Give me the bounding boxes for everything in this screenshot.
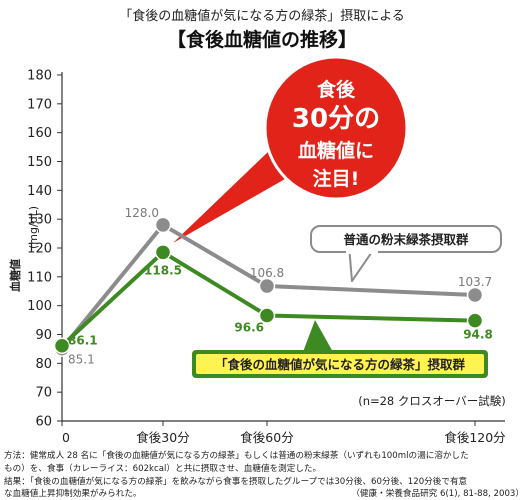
data-label-green: 118.5	[144, 263, 182, 277]
y-tick-label: 180	[27, 69, 52, 84]
data-point-green	[466, 312, 484, 329]
y-tick-label: 70	[35, 386, 52, 401]
callout: 食後 30分の 血糖値に 注目!	[173, 55, 409, 243]
y-tick-label: 170	[27, 97, 52, 112]
legend-gray-box	[310, 225, 502, 253]
callout-line-2: 30分の	[292, 104, 380, 134]
footnote-source: （健康・栄養食品研究 6(1), 81-88, 2003）	[351, 487, 524, 499]
study-annotation: (n=28 クロスオーバー試験)	[358, 394, 506, 408]
footnote-line-4: な血糖値上昇抑制効果がみられた。	[4, 487, 142, 499]
y-axis-label: 血糖値	[8, 259, 22, 292]
data-point-gray	[258, 277, 276, 295]
y-tick-label: 160	[27, 126, 52, 141]
data-label-green: 96.6	[234, 320, 264, 334]
y-tick-label: 120	[27, 242, 52, 257]
data-label-gray: 85.1	[68, 353, 95, 367]
x-ticks: 0 食後30分 食後60分 食後120分	[61, 421, 506, 445]
data-point-green	[154, 244, 172, 261]
legend-green-pointer	[303, 320, 333, 352]
y-tick-label: 130	[27, 213, 52, 228]
legend-green-inner	[196, 354, 484, 374]
y-tick-label: 60	[35, 415, 52, 430]
x-tick-label: 0	[62, 430, 70, 445]
chart-subtitle: 「食後の血糖値が気になる方の緑茶」摂取による	[119, 8, 405, 24]
y-axis-unit: (mg/dL)	[27, 206, 40, 249]
callout-line-3: 血糖値に	[298, 139, 374, 162]
y-tick-label: 80	[35, 357, 52, 372]
series-layer: 85.1 128.0 106.8 103.7 86.1 118.5 96.6 94.8	[53, 206, 493, 367]
y-tick-label: 140	[27, 184, 52, 199]
y-tick-label: 90	[35, 328, 52, 343]
x-tick-label: 食後60分	[240, 430, 293, 445]
x-tick-label: 食後30分	[136, 430, 189, 445]
data-label-gray: 128.0	[125, 206, 159, 220]
y-tick-label: 150	[27, 155, 52, 170]
data-label-gray: 106.8	[250, 266, 284, 280]
data-point-green	[258, 307, 276, 324]
data-label-green: 86.1	[68, 334, 98, 348]
footnote-line-2: もの）を、食事（カレーライス：602kcal）と共に摂取させ、血糖値を測定した。	[4, 462, 321, 474]
series-line-gray	[60, 222, 476, 350]
data-point-green	[53, 337, 71, 354]
data-point-gray	[466, 286, 484, 304]
legend-gray: 普通の粉末緑茶摂取群	[310, 225, 502, 282]
legend-green-label: 「食後の血糖値が気になる方の緑茶」摂取群	[215, 357, 466, 372]
callout-line-1: 食後	[317, 78, 356, 101]
legend-green: 「食後の血糖値が気になる方の緑茶」摂取群	[192, 320, 488, 378]
callout-bubble	[263, 55, 409, 201]
legend-gray-joint	[346, 248, 378, 254]
callout-line-4: 注目!	[313, 167, 360, 190]
series-line-green	[60, 250, 476, 348]
callout-pointer	[173, 150, 292, 243]
chart-title: 【食後血糖値の推移】	[167, 28, 357, 51]
data-point-gray	[154, 216, 172, 234]
y-tick-label: 100	[27, 299, 52, 314]
footnote-line-3: 結果：「食後の血糖値が気になる方の緑茶」を飲みながら食事を摂取したグループでは3…	[4, 475, 467, 487]
y-ticks: 60 70 80 90 100 110 120 130 140 150 160 170 180	[27, 69, 62, 430]
y-tick-label: 110	[27, 270, 52, 285]
legend-gray-label: 普通の粉末緑茶摂取群	[343, 232, 469, 247]
x-tick-label: 食後120分	[444, 430, 505, 445]
footnote-line-1: 方法：健常成人 28 名に「食後の血糖値が気になる方の緑茶」もしくは普通の粉末緑…	[4, 449, 469, 461]
data-label-green: 94.8	[463, 328, 493, 342]
data-label-gray: 103.7	[458, 275, 492, 289]
